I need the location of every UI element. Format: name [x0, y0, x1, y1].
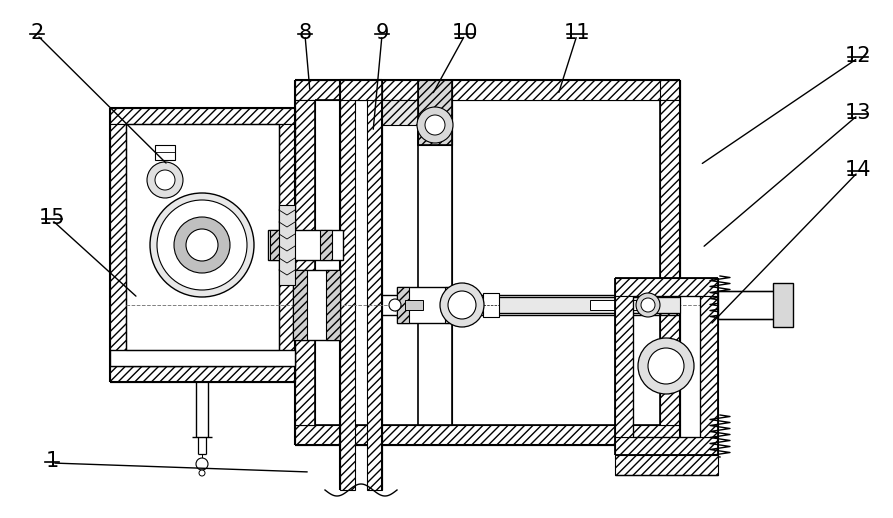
Bar [155, 145, 175, 160]
Circle shape [196, 458, 208, 470]
Bar [382, 80, 418, 100]
Bar [326, 270, 340, 340]
Circle shape [150, 193, 254, 297]
Bar [293, 270, 340, 340]
Bar [718, 291, 778, 319]
Bar [279, 124, 295, 366]
Bar [397, 287, 457, 323]
Bar [295, 425, 680, 445]
Circle shape [389, 299, 401, 311]
Bar [660, 100, 680, 425]
Bar [445, 287, 457, 323]
Bar [172, 215, 232, 275]
Text: 8: 8 [298, 23, 312, 43]
Text: 14: 14 [845, 160, 872, 180]
Bar [405, 300, 423, 310]
Bar [418, 80, 452, 145]
Bar [615, 437, 718, 455]
Text: 15: 15 [38, 208, 65, 228]
Text: 9: 9 [375, 23, 388, 43]
Circle shape [186, 229, 218, 261]
Circle shape [425, 115, 445, 135]
Bar [418, 80, 452, 145]
Circle shape [147, 162, 183, 198]
Circle shape [174, 217, 230, 273]
Text: 13: 13 [845, 103, 872, 123]
Text: 2: 2 [30, 23, 44, 43]
Text: 11: 11 [563, 23, 590, 43]
Circle shape [636, 293, 660, 317]
Bar [490, 297, 680, 313]
Bar [340, 80, 382, 100]
Bar [270, 230, 282, 260]
Bar [110, 366, 295, 382]
Bar [615, 278, 718, 296]
Bar [367, 80, 382, 490]
Bar [615, 296, 633, 437]
Bar [293, 270, 307, 340]
Text: 10: 10 [452, 23, 479, 43]
Bar [418, 100, 452, 425]
Bar [773, 283, 793, 327]
Text: 1: 1 [46, 451, 59, 471]
Bar [295, 100, 315, 425]
Bar [440, 100, 452, 425]
Bar [483, 293, 499, 317]
Bar [279, 205, 295, 285]
Bar [295, 80, 680, 100]
Circle shape [648, 348, 684, 384]
Circle shape [417, 107, 453, 143]
Bar [320, 230, 332, 260]
Text: 12: 12 [845, 46, 872, 66]
Circle shape [641, 298, 655, 312]
Bar [590, 300, 655, 310]
Bar [340, 80, 355, 490]
Bar [452, 80, 660, 100]
Bar [110, 108, 295, 124]
Circle shape [155, 170, 175, 190]
Bar [268, 230, 343, 260]
Circle shape [638, 338, 694, 394]
Bar [700, 296, 718, 437]
Bar [110, 350, 295, 366]
Bar [397, 287, 409, 323]
Bar [110, 124, 126, 366]
Circle shape [199, 470, 205, 476]
Bar [615, 455, 718, 475]
Circle shape [440, 283, 484, 327]
Circle shape [448, 291, 476, 319]
Bar [382, 100, 418, 125]
Circle shape [157, 200, 247, 290]
Bar [418, 100, 430, 425]
